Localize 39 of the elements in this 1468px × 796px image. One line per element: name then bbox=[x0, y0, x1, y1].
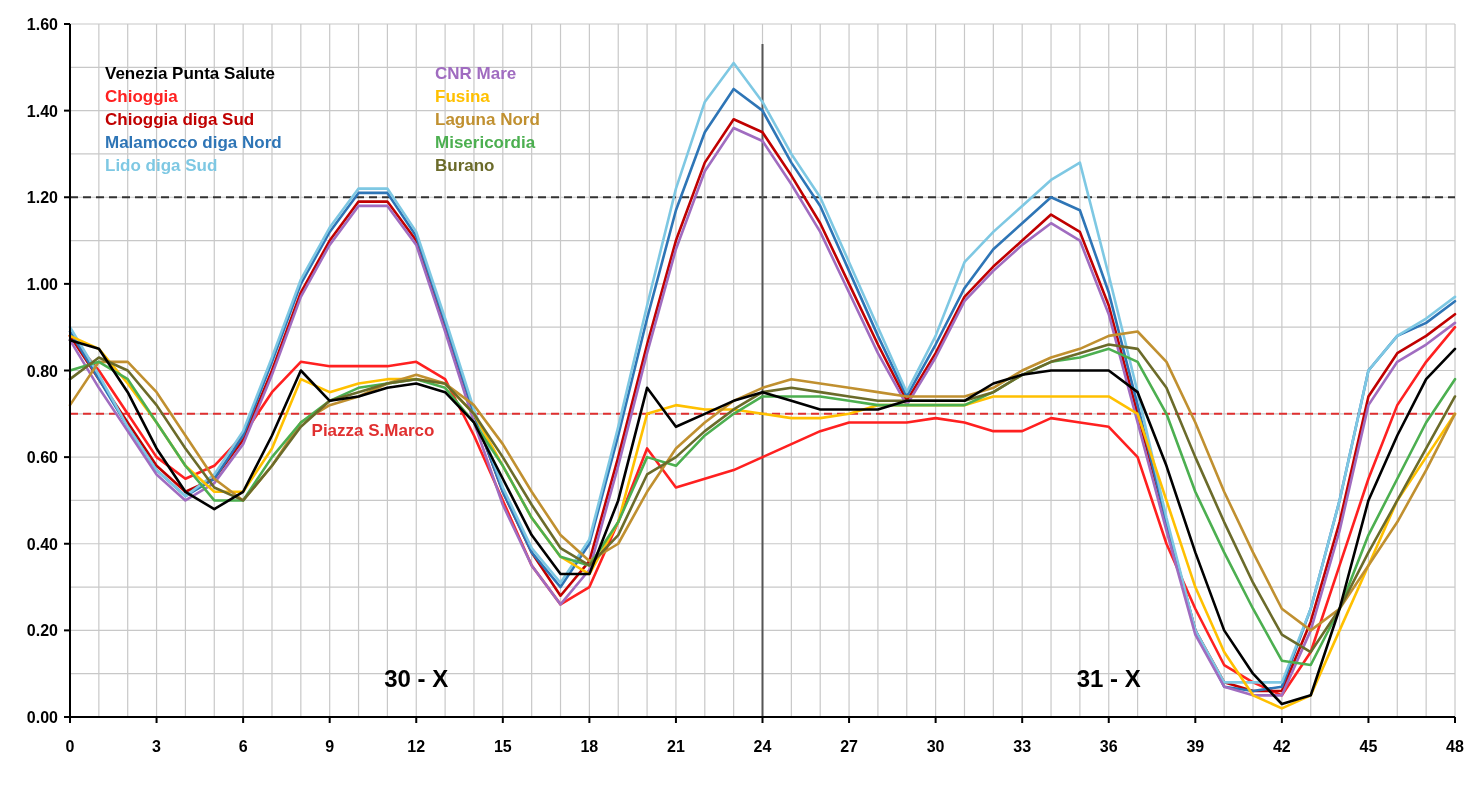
text: Lido diga Sud bbox=[105, 156, 218, 175]
x-tick-label: 9 bbox=[325, 738, 335, 755]
y-tick-label: 0.80 bbox=[26, 362, 59, 380]
x-tick-label: 42 bbox=[1272, 738, 1291, 755]
text: Misericordia bbox=[435, 133, 536, 152]
x-tick-label: 48 bbox=[1446, 738, 1464, 755]
y-tick-label: 1.60 bbox=[26, 16, 59, 33]
x-tick-label: 3 bbox=[152, 738, 162, 755]
annotation: 31 - X bbox=[1076, 664, 1141, 692]
text: Chioggia bbox=[105, 87, 179, 106]
y-tick-label: 1.40 bbox=[26, 102, 59, 120]
x-tick-label: 45 bbox=[1359, 738, 1378, 755]
y-tick-label: 0.60 bbox=[26, 449, 59, 467]
y-tick-label: 0.20 bbox=[26, 622, 59, 640]
x-tick-label: 6 bbox=[238, 738, 248, 755]
y-tick-label: 0.00 bbox=[26, 709, 59, 726]
x-tick-label: 33 bbox=[1013, 738, 1032, 755]
x-tick-label: 24 bbox=[753, 738, 772, 755]
text: Malamocco diga Nord bbox=[105, 133, 282, 152]
text: CNR Mare bbox=[435, 64, 517, 83]
x-tick-label: 0 bbox=[65, 738, 75, 755]
x-tick-label: 27 bbox=[840, 738, 859, 755]
text: Venezia Punta Salute bbox=[105, 64, 276, 83]
x-tick-label: 39 bbox=[1186, 738, 1205, 755]
text: Chioggia diga Sud bbox=[105, 110, 255, 129]
annotation: 30 - X bbox=[384, 664, 449, 692]
text: Laguna Nord bbox=[435, 110, 540, 129]
text: Fusina bbox=[435, 87, 491, 106]
y-tick-label: 1.20 bbox=[26, 189, 59, 207]
y-tick-label: 1.00 bbox=[26, 275, 59, 293]
x-tick-label: 36 bbox=[1099, 738, 1118, 755]
y-tick-label: 0.40 bbox=[26, 535, 59, 553]
text: Burano bbox=[435, 156, 495, 175]
x-tick-label: 21 bbox=[667, 738, 685, 755]
x-tick-label: 12 bbox=[407, 738, 426, 755]
ref-line-label: Piazza S.Marco bbox=[311, 420, 435, 440]
x-tick-label: 18 bbox=[580, 738, 599, 755]
x-tick-label: 30 bbox=[926, 738, 945, 755]
x-tick-label: 15 bbox=[493, 738, 512, 755]
